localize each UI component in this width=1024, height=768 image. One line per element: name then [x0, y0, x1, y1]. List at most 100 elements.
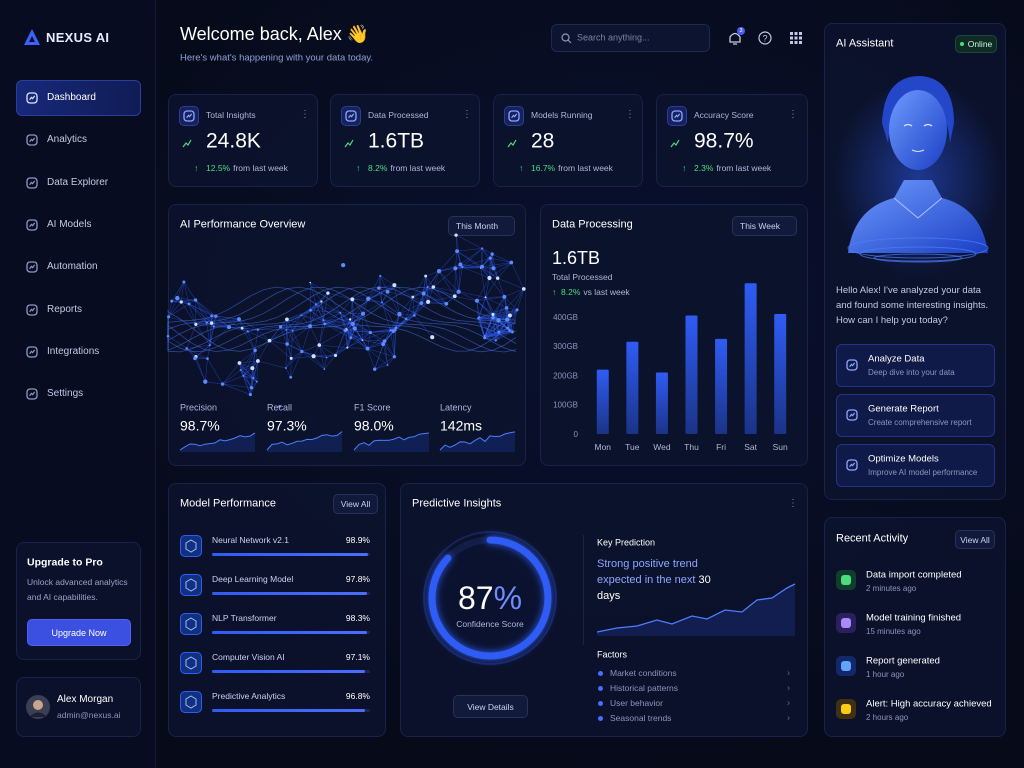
nav-item[interactable]: Reports — [47, 303, 83, 315]
network-link — [476, 296, 505, 302]
menu-dots[interactable]: ⋮ — [625, 109, 635, 120]
nav-active — [16, 80, 141, 116]
network-node — [193, 298, 198, 302]
network-link — [345, 330, 371, 333]
nav-icon — [26, 219, 38, 231]
search-box[interactable] — [551, 24, 710, 52]
network-link — [489, 277, 505, 298]
network-link — [384, 330, 391, 342]
network-link — [423, 271, 440, 294]
prediction-chart — [596, 583, 796, 636]
action-button[interactable] — [836, 444, 995, 487]
menu-dots[interactable]: ⋮ — [788, 109, 798, 120]
chevron: › — [787, 697, 790, 708]
activity-title: Alert: High accuracy achieved — [866, 698, 992, 710]
network-link — [286, 309, 311, 320]
network-link — [387, 356, 395, 366]
model-glyph — [185, 656, 197, 670]
up-arrow: ↑ — [356, 162, 361, 173]
network-link — [484, 319, 508, 339]
nav-item[interactable]: Integrations — [47, 345, 100, 357]
network-link — [309, 310, 311, 327]
network-link — [485, 277, 490, 298]
network-link — [380, 275, 395, 286]
network-link — [180, 281, 185, 303]
nav-icon — [26, 303, 38, 316]
network-link — [239, 362, 254, 379]
nav-item[interactable]: Automation — [47, 261, 98, 273]
network-link — [167, 335, 187, 349]
network-node — [317, 343, 322, 347]
network-link — [313, 355, 327, 358]
x-tick-label: Sun — [773, 442, 788, 452]
network-link — [480, 267, 490, 279]
nav-item[interactable]: Settings — [47, 388, 84, 400]
network-node — [491, 312, 495, 317]
nav-item[interactable]: AI Models — [47, 218, 92, 230]
nav-item[interactable]: Dashboard — [47, 92, 96, 103]
help-icon: ? — [758, 31, 772, 45]
network-node — [481, 247, 484, 250]
action-button[interactable] — [836, 344, 995, 387]
network-link — [458, 291, 478, 302]
view-details-button[interactable]: View Details — [453, 695, 528, 718]
network-node — [381, 342, 386, 347]
menu-dots[interactable]: ⋮ — [788, 498, 798, 509]
avatar — [26, 695, 50, 719]
network-link — [350, 332, 371, 339]
network-node — [506, 326, 510, 330]
network-link — [492, 296, 505, 318]
network-link — [309, 319, 324, 327]
network-link — [460, 264, 481, 269]
upgrade-button[interactable]: Upgrade Now — [27, 619, 131, 646]
network-link — [492, 314, 508, 320]
menu-dots[interactable]: ⋮ — [300, 109, 310, 120]
network-link — [484, 319, 508, 337]
filter-button[interactable]: This Month — [448, 216, 515, 236]
network-link — [350, 323, 354, 338]
network-link — [326, 347, 348, 358]
network-link — [290, 330, 293, 359]
menu-dots[interactable]: ⋮ — [462, 109, 472, 120]
network-node — [452, 294, 457, 299]
network-link — [492, 307, 507, 318]
network-node — [392, 283, 397, 288]
network-link — [222, 383, 251, 395]
y-tick-label: 400GB — [553, 313, 578, 322]
network-link — [374, 364, 388, 370]
network-link — [370, 330, 394, 333]
network-node — [285, 329, 288, 331]
network-link — [171, 299, 196, 302]
view-all-button[interactable]: View All — [955, 530, 995, 549]
network-link — [349, 299, 353, 320]
icon-shape — [26, 134, 38, 146]
network-link — [354, 328, 368, 349]
metric-label: Precision — [180, 402, 218, 413]
network-link — [425, 270, 440, 277]
bar — [744, 283, 757, 434]
metric-sparkline — [353, 432, 430, 452]
stat-note: from last week — [233, 162, 288, 173]
filter-button[interactable]: This Week — [732, 216, 797, 236]
network-link — [446, 291, 459, 305]
network-link — [319, 344, 348, 348]
network-link — [347, 339, 363, 348]
network-link — [462, 257, 491, 268]
nav-item[interactable]: Analytics — [47, 134, 88, 146]
stat-label: Data Processed — [368, 109, 429, 120]
network-link — [479, 317, 499, 321]
network-node — [453, 266, 458, 271]
network-link — [381, 291, 388, 303]
network-node — [361, 339, 364, 341]
network-link — [315, 292, 329, 305]
icon-glyph — [29, 264, 36, 270]
x-tick-label: Tue — [625, 442, 640, 452]
view-all-button[interactable]: View All — [333, 494, 378, 514]
action-button[interactable] — [836, 394, 995, 437]
nav-item[interactable]: Data Explorer — [47, 176, 109, 188]
network-node — [386, 364, 389, 366]
network-node — [484, 296, 487, 299]
hex — [185, 578, 197, 592]
network-link — [439, 266, 463, 272]
network-link — [374, 344, 384, 370]
